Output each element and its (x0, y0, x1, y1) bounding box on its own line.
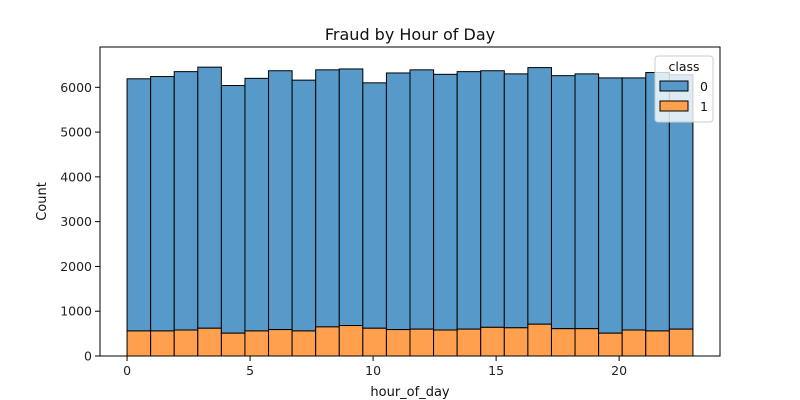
bar-class-1-hour-13 (433, 329, 458, 357)
y-tick-label: 4000 (60, 169, 92, 184)
bar-class-0-hour-16 (503, 73, 529, 329)
bar-class-1-hour-21 (621, 329, 647, 357)
bar-class-0-hour-21 (621, 77, 647, 331)
y-tick-label: 0 (84, 349, 92, 364)
bar-class-1-hour-20 (598, 332, 623, 357)
y-tick-label: 1000 (60, 304, 92, 319)
bar-class-1-hour-8 (315, 326, 340, 357)
legend-swatch-class-0 (659, 80, 689, 92)
bar-class-1-hour-19 (574, 328, 600, 357)
bar-class-1-hour-7 (291, 330, 317, 357)
bar-class-0-hour-8 (315, 69, 340, 328)
legend-label-class-1: 1 (700, 99, 708, 114)
bar-class-0-hour-11 (385, 72, 411, 331)
bar-class-1-hour-16 (503, 327, 529, 357)
bar-class-0-hour-0 (126, 78, 152, 332)
bar-class-0-hour-7 (291, 79, 317, 332)
bar-class-0-hour-19 (574, 73, 600, 330)
x-tick-label: 10 (365, 363, 381, 378)
plot-frame (99, 46, 721, 357)
y-tick-label: 3000 (60, 214, 92, 229)
bar-class-0-hour-13 (433, 73, 458, 331)
bar-class-1-hour-12 (409, 328, 435, 357)
x-tick-label: 15 (488, 363, 504, 378)
bar-class-0-hour-17 (527, 67, 552, 325)
y-tick-label: 6000 (60, 80, 92, 95)
bar-class-1-hour-9 (338, 325, 364, 357)
bar-class-0-hour-18 (550, 75, 576, 330)
bar-class-1-hour-1 (150, 330, 175, 357)
x-axis: 0 5 10 15 20 (123, 356, 627, 378)
y-tick-label: 2000 (60, 259, 92, 274)
bar-class-1-hour-15 (480, 326, 505, 357)
x-tick-label: 0 (123, 363, 131, 378)
bar-class-0-hour-5 (244, 77, 270, 332)
bar-class-1-hour-14 (456, 328, 482, 357)
bar-class-1-hour-2 (173, 329, 199, 357)
bar-class-1-hour-11 (385, 329, 411, 357)
bar-class-0-hour-15 (480, 70, 505, 328)
bar-class-0-hour-9 (338, 68, 364, 327)
x-tick-label: 20 (611, 363, 627, 378)
x-axis-label: hour_of_day (370, 385, 450, 400)
bar-class-0-hour-6 (268, 70, 293, 331)
bar-class-1-hour-23 (668, 328, 694, 357)
bar-class-0-hour-1 (150, 76, 175, 332)
bar-class-1-hour-18 (550, 328, 576, 357)
bar-class-0-hour-14 (456, 71, 482, 330)
bar-class-1-hour-10 (362, 327, 387, 357)
bar-class-1-hour-17 (527, 323, 552, 357)
bar-class-0-hour-10 (362, 82, 387, 329)
bars-layer (126, 66, 694, 357)
y-axis-label: Count (35, 182, 50, 221)
bar-class-1-hour-3 (197, 327, 222, 357)
bar-class-1-hour-22 (645, 330, 670, 357)
bar-class-0-hour-20 (598, 77, 623, 334)
bar-class-1-hour-5 (244, 330, 270, 357)
legend-title: class (668, 59, 699, 74)
chart-title: Fraud by Hour of Day (325, 25, 495, 44)
bar-class-1-hour-6 (268, 329, 293, 357)
y-axis: 0 1000 2000 3000 4000 5000 6000 (60, 80, 100, 364)
y-tick-label: 5000 (60, 125, 92, 140)
bar-class-0-hour-3 (197, 66, 222, 329)
legend-swatch-class-1 (659, 100, 689, 112)
bar-class-1-hour-4 (220, 332, 246, 357)
legend-label-class-0: 0 (700, 79, 708, 94)
bar-class-0-hour-12 (409, 69, 435, 330)
bar-class-0-hour-4 (220, 85, 246, 334)
bar-class-0-hour-2 (173, 71, 199, 331)
bar-class-1-hour-0 (126, 330, 152, 357)
x-tick-label: 5 (246, 363, 254, 378)
